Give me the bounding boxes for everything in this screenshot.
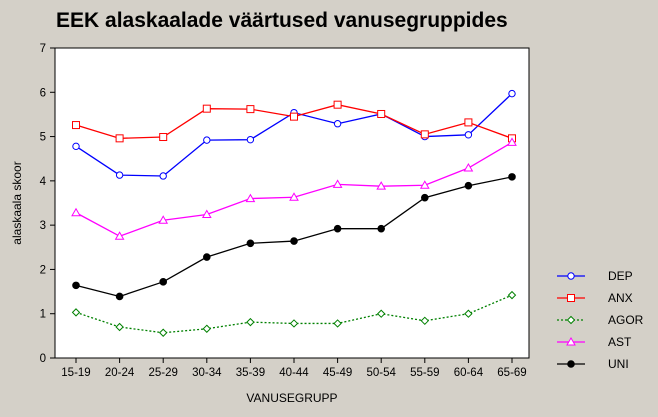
legend-item-dep: DEP [557,269,633,283]
data-point-uni [115,292,124,301]
data-point-uni [72,281,80,290]
y-tick-label: 7 [40,43,46,55]
data-point-uni [246,239,255,248]
data-point-uni [377,224,386,233]
data-point-ast [245,193,256,203]
legend-label-agor: AGOR [608,313,644,327]
series-agor [71,290,517,337]
data-point-agor [202,324,212,333]
y-tick-label: 6 [40,87,46,99]
legend-label-ast: AST [608,335,632,349]
data-point-anx [420,130,429,139]
data-point-agor [507,290,517,300]
data-point-dep [246,135,255,144]
x-tick-label: 30-34 [192,367,222,379]
x-tick-label: 20-24 [105,367,135,379]
chart-title: EEK alaskaalade väärtused vanusegruppide… [56,9,508,32]
series-layer [71,89,517,337]
data-point-uni [508,173,516,181]
x-tick-label: 50-54 [366,367,396,379]
data-point-ast [114,231,125,240]
legend-marker-ast [566,336,576,346]
data-point-agor [289,319,299,328]
x-tick-label: 40-44 [279,367,309,379]
data-point-uni [333,224,342,233]
x-tick-label: 45-49 [323,367,352,379]
data-point-ast [332,179,343,188]
data-point-anx [333,100,342,109]
data-point-agor [376,309,386,318]
y-tick-label: 4 [40,176,47,188]
data-point-ast [289,192,299,201]
data-point-agor [158,328,168,337]
data-point-dep [115,171,124,179]
x-tick-label: 15-19 [61,367,90,379]
data-point-anx [464,118,473,127]
data-point-anx [72,121,80,130]
x-tick-label: 35-39 [236,367,265,379]
legend-label-anx: ANX [608,291,633,305]
series-anx [72,100,516,143]
legend-item-uni: UNI [557,357,629,371]
data-point-ast [71,207,81,217]
data-point-anx [377,109,386,118]
data-point-uni [464,181,473,190]
data-point-dep [203,136,211,144]
data-point-agor [115,322,124,332]
data-point-ast [463,163,474,172]
data-point-dep [333,120,342,128]
y-tick-label: 1 [40,309,46,321]
legend-label-uni: UNI [608,357,629,371]
data-point-uni [290,237,298,245]
legend-item-anx: ANX [557,291,633,305]
data-point-agor [71,308,81,317]
legend-marker-dep [567,272,575,280]
legend-marker-agor [566,315,576,325]
data-point-dep [464,131,473,139]
legend-item-ast: AST [557,335,632,349]
data-point-anx [202,104,211,113]
data-point-uni [421,193,429,202]
y-axis: 0 1 2 3 4 5 6 7 [40,43,55,365]
data-point-anx [246,105,255,114]
series-ast [71,137,517,240]
x-tick-label: 60-64 [454,367,484,379]
x-axis-label: VANUSEGRUPP [246,391,337,405]
x-axis: 15-19 20-24 25-29 30-34 35-39 40-44 45-49 50-54… [61,358,527,379]
y-tick-label: 3 [40,220,46,232]
data-point-dep [159,172,167,180]
data-point-uni [159,278,167,286]
data-point-dep [72,142,80,151]
data-point-agor [464,309,473,318]
x-tick-label: 25-29 [148,367,177,379]
data-point-uni [203,253,211,261]
data-point-anx [115,134,124,143]
y-tick-label: 5 [40,132,46,144]
y-axis-label: alaskaala skoor [10,161,24,244]
data-point-ast [419,180,430,189]
data-point-agor [333,319,342,328]
legend-label-dep: DEP [608,269,633,283]
data-point-ast [158,215,169,224]
y-tick-label: 2 [40,264,46,276]
data-point-agor [420,316,430,326]
data-point-agor [246,317,255,327]
data-point-anx [290,112,298,121]
x-tick-label: 55-59 [410,367,439,379]
data-point-anx [159,133,168,142]
legend-item-agor: AGOR [557,313,644,327]
data-point-ast [376,181,387,190]
legend: DEP ANX AGOR AST UNI [557,269,644,371]
y-tick-label: 0 [40,353,46,365]
plot-area [54,47,530,359]
x-tick-label: 65-69 [497,367,526,379]
legend-marker-uni [567,360,575,368]
series-uni [72,173,516,301]
legend-marker-anx [567,294,575,302]
data-point-ast [201,209,212,219]
data-point-ast [507,137,517,146]
data-point-dep [508,89,516,98]
